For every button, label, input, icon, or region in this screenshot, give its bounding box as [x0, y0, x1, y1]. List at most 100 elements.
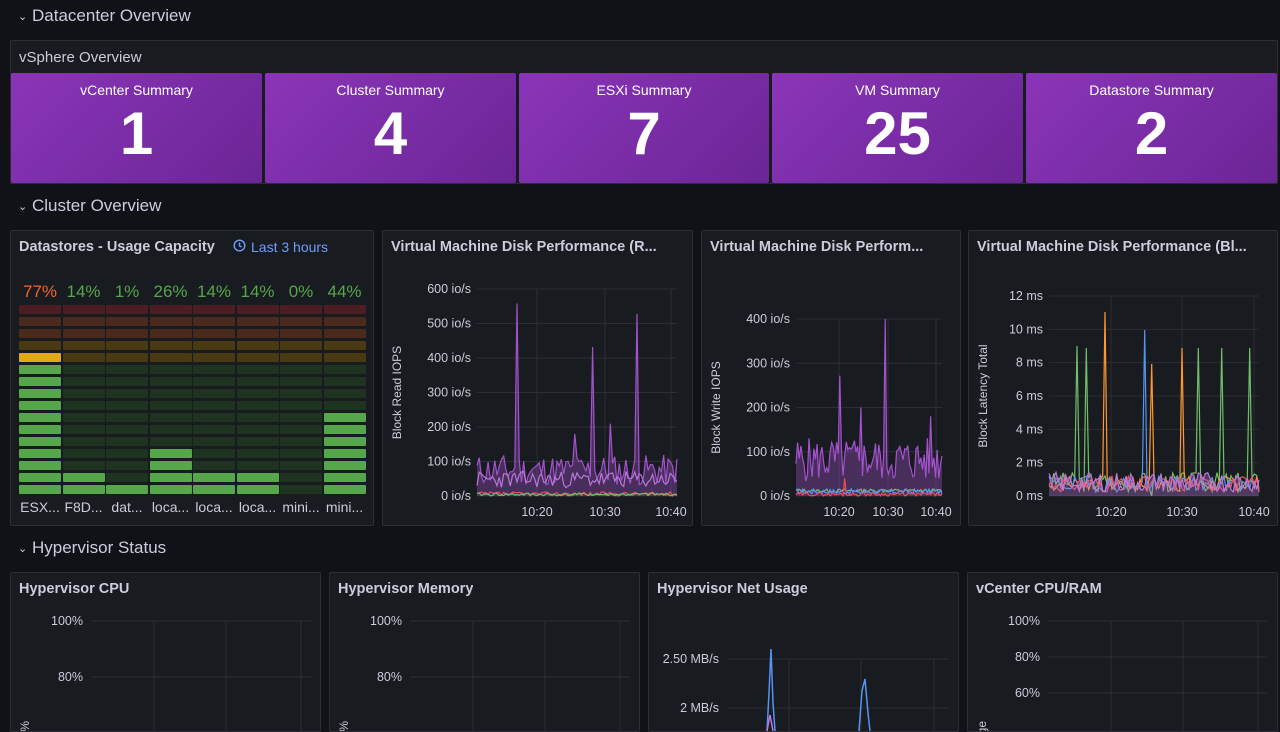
y-tick-label: 200 io/s	[427, 420, 471, 434]
gauge-percent: 14%	[196, 282, 232, 301]
stat-value: 7	[627, 100, 661, 167]
gauge-cell	[62, 437, 105, 446]
gauge-cell	[149, 425, 192, 434]
gauge-cell	[149, 317, 192, 326]
time-range-label: Last 3 hours	[251, 239, 329, 255]
gauge-cell	[19, 317, 61, 326]
gauge-label[interactable]: F8D...	[64, 499, 103, 515]
y-tick-label: 80%	[58, 670, 83, 684]
row-hypervisor-status[interactable]: ⌄ Hypervisor Status	[18, 538, 166, 558]
stat-label: Cluster Summary	[336, 82, 445, 98]
gauge-cell	[236, 329, 279, 338]
y-tick-label: 400 io/s	[427, 351, 471, 365]
gauge-cell	[19, 473, 61, 482]
disk-latency-chart: 12 ms 10 ms 8 ms 6 ms 4 ms 2 ms 0 ms 10:20 10:30…	[976, 289, 1270, 519]
row-cluster-overview[interactable]: ⌄ Cluster Overview	[18, 196, 161, 216]
stat-esxi-summary[interactable]: ESXi Summary 7	[519, 73, 769, 183]
gauge-label[interactable]: loca...	[151, 499, 190, 515]
gauge-cell	[280, 305, 322, 314]
gauge-cell	[280, 449, 322, 458]
x-tick-label: 10:40	[655, 505, 686, 519]
gauge-cell	[323, 461, 366, 470]
gauge-cell	[149, 341, 192, 350]
gauge-cell	[323, 449, 366, 458]
disk-read-chart: 600 io/s 500 io/s 400 io/s 300 io/s 200 io/s…	[390, 282, 687, 519]
gauge-percent: 0%	[288, 282, 314, 301]
gauge-cell	[323, 365, 366, 374]
y-tick-label: 100%	[1008, 614, 1040, 628]
gauge-cell	[149, 437, 192, 446]
clock-icon	[233, 239, 246, 255]
x-tick-label: 10:30	[872, 505, 903, 519]
panel-title: vCenter CPU/RAM	[976, 581, 1102, 597]
series-line	[795, 478, 943, 498]
gauge-label[interactable]: ESX...	[20, 499, 60, 515]
disk-write-panel: Virtual Machine Disk Perform... 400 io/s…	[701, 230, 961, 526]
series-area	[796, 319, 942, 496]
y-axis-label: Usage	[975, 721, 989, 731]
panel-title: Virtual Machine Disk Performance (Bl...	[977, 239, 1247, 255]
gauge-cell	[236, 437, 279, 446]
gauge-cell	[193, 353, 235, 362]
gauge-cell	[280, 425, 322, 434]
gauge-cell	[193, 377, 235, 386]
y-tick-label: 100 io/s	[427, 455, 471, 469]
gauge-cell	[19, 353, 61, 362]
gauge-label[interactable]: loca...	[195, 499, 233, 515]
y-tick-label: 6 ms	[1016, 389, 1043, 403]
stat-datastore-summary[interactable]: Datastore Summary 2	[1026, 73, 1277, 183]
gauge-cell	[62, 485, 105, 494]
gauge-cell	[193, 425, 235, 434]
gauge-cell	[280, 389, 322, 398]
gauge-cell	[236, 341, 279, 350]
gauge-cell	[193, 389, 235, 398]
y-tick-label: 0 ms	[1016, 489, 1043, 503]
gauge-cell	[323, 353, 366, 362]
stat-cluster-summary[interactable]: Cluster Summary 4	[265, 73, 516, 183]
chevron-down-icon: ⌄	[18, 542, 28, 555]
gauge-cell	[323, 341, 366, 350]
row-datacenter-overview[interactable]: ⌄ Datacenter Overview	[18, 6, 191, 26]
gauge-label[interactable]: mini...	[282, 499, 320, 515]
stat-vcenter-summary[interactable]: vCenter Summary 1	[11, 73, 262, 183]
gauge-cell	[19, 485, 61, 494]
time-range-picker[interactable]: Last 3 hours	[233, 239, 328, 255]
y-axis-label: %	[18, 721, 32, 731]
gauge-cell	[193, 461, 235, 470]
gauge-cell	[106, 437, 148, 446]
gauge-cell	[62, 329, 105, 338]
gauge-cell	[62, 305, 105, 314]
gauge-cell	[193, 305, 235, 314]
stat-vm-summary[interactable]: VM Summary 25	[772, 73, 1023, 183]
gauge-cell	[323, 473, 366, 482]
gauge-cell	[236, 401, 279, 410]
gauge-cell	[62, 365, 105, 374]
y-tick-label: 100%	[370, 614, 402, 628]
gauge-cell	[280, 329, 322, 338]
gauge-cell	[62, 461, 105, 470]
gauge-cell	[193, 329, 235, 338]
gauge-percent: 44%	[327, 282, 362, 301]
x-tick-label: 10:20	[521, 505, 552, 519]
series-line	[476, 303, 678, 486]
gauge-cell	[149, 449, 192, 458]
gauge-label[interactable]: loca...	[238, 499, 277, 515]
x-tick-label: 10:20	[823, 505, 854, 519]
y-axis-label: Block Write IOPS	[709, 361, 723, 453]
y-tick-label: 200 io/s	[746, 401, 790, 415]
gauge-cell	[106, 449, 148, 458]
gauge-cell	[280, 401, 322, 410]
gauge-cell	[193, 437, 235, 446]
gauge-cell	[106, 413, 148, 422]
x-tick-label: 10:20	[1095, 505, 1126, 519]
gauge-cell	[19, 305, 61, 314]
gauge-cell	[149, 461, 192, 470]
gauge-label[interactable]: mini...	[325, 499, 364, 515]
y-tick-label: 300 io/s	[746, 356, 790, 370]
gauge-cell	[149, 305, 192, 314]
y-axis-label: Block Read IOPS	[390, 346, 404, 439]
disk-write-chart: 400 io/s 300 io/s 200 io/s 100 io/s 0 io/s 10…	[709, 312, 952, 519]
gauge-cell	[62, 473, 105, 482]
gauge-label[interactable]: dat...	[111, 499, 143, 515]
series-line	[766, 648, 776, 731]
